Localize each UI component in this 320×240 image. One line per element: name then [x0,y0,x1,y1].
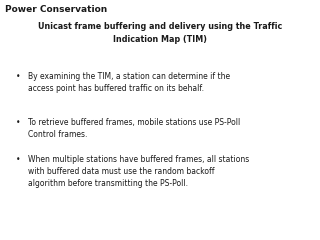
Text: To retrieve buffered frames, mobile stations use PS-Poll: To retrieve buffered frames, mobile stat… [28,118,240,127]
Text: •: • [16,118,20,127]
Text: •: • [16,72,20,81]
Text: When multiple stations have buffered frames, all stations: When multiple stations have buffered fra… [28,155,249,164]
Text: •: • [16,155,20,164]
Text: access point has buffered traffic on its behalf.: access point has buffered traffic on its… [28,84,204,93]
Text: Control frames.: Control frames. [28,130,87,139]
Text: Power Conservation: Power Conservation [5,5,107,14]
Text: with buffered data must use the random backoff: with buffered data must use the random b… [28,167,214,176]
Text: algorithm before transmitting the PS-Poll.: algorithm before transmitting the PS-Pol… [28,179,188,188]
Text: Unicast frame buffering and delivery using the Traffic
Indication Map (TIM): Unicast frame buffering and delivery usi… [38,22,282,43]
Text: By examining the TIM, a station can determine if the: By examining the TIM, a station can dete… [28,72,230,81]
